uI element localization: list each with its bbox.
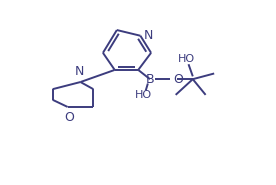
Text: O: O	[64, 110, 74, 124]
Text: B: B	[146, 73, 154, 86]
Text: HO: HO	[135, 90, 152, 100]
Text: HO: HO	[178, 53, 195, 63]
Text: O: O	[173, 73, 183, 86]
Text: N: N	[75, 65, 84, 78]
Text: N: N	[144, 28, 153, 41]
